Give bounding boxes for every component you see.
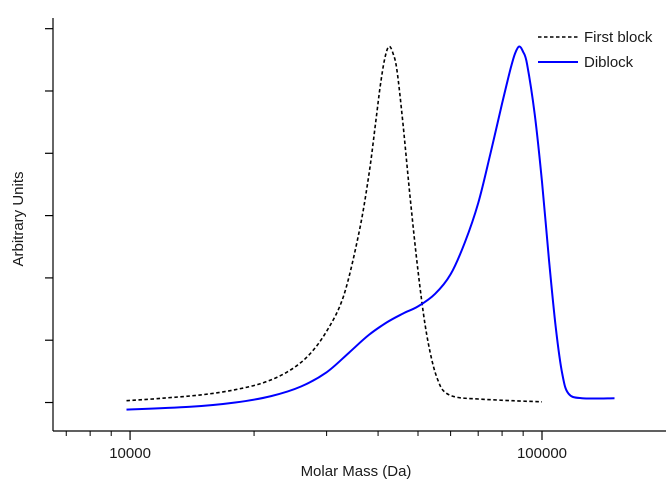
- x-axis-label: Molar Mass (Da): [301, 463, 412, 480]
- legend-label-1: Diblock: [584, 54, 634, 71]
- x-ticks: 10000 100000: [65, 431, 567, 462]
- y-axis-label: Arbitrary Units: [10, 171, 27, 266]
- y-ticks: [45, 28, 53, 404]
- series-layer: [126, 45, 615, 411]
- series-line-0: [126, 45, 543, 403]
- legend: First block Diblock: [538, 29, 653, 71]
- legend-label-0: First block: [584, 29, 653, 46]
- x-tick-label-0: 10000: [109, 445, 151, 462]
- series-line-1: [126, 45, 615, 411]
- x-tick-label-1: 100000: [517, 445, 567, 462]
- axes: 10000 100000: [45, 18, 666, 462]
